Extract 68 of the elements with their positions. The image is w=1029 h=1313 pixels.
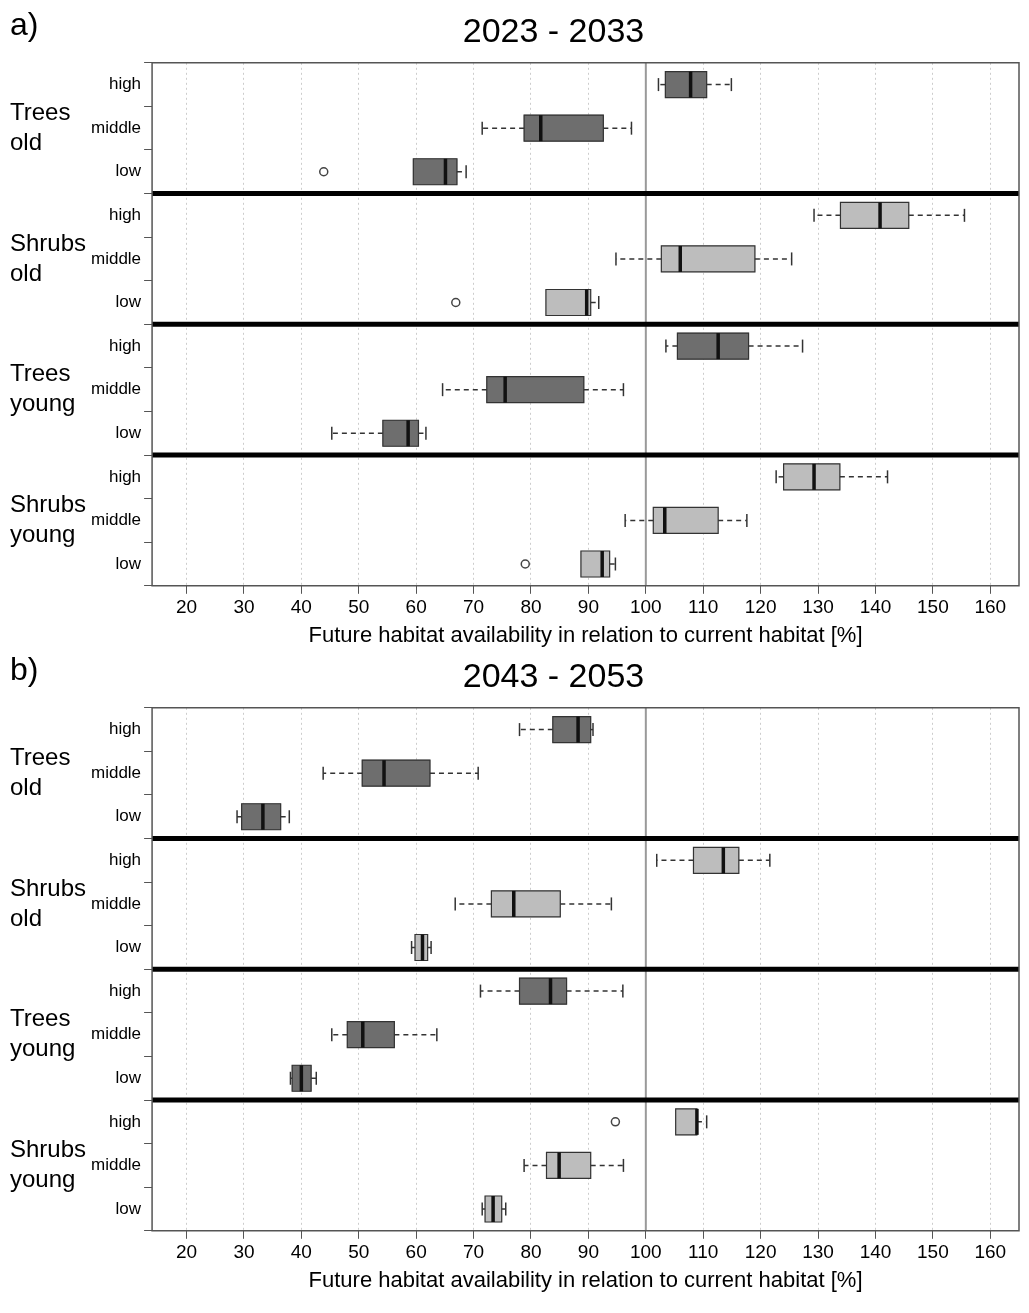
x-tick-label: 30 — [233, 596, 255, 618]
x-tick-label: 110 — [688, 596, 719, 618]
y-tick-label: low — [115, 292, 142, 312]
text: a) — [10, 5, 39, 42]
text: b) — [10, 650, 39, 687]
y-tick-label: high — [108, 335, 142, 355]
x-tick-label: 100 — [629, 1241, 662, 1263]
y-tick-label: middle — [90, 117, 142, 137]
text: Trees young — [10, 1004, 76, 1062]
text: Shrubs old — [10, 873, 87, 931]
y-tick-label: middle — [90, 893, 142, 913]
y-tick-label: low — [115, 553, 142, 573]
text: Shrubs young — [10, 1135, 87, 1193]
y-tick-label: high — [108, 205, 142, 225]
x-tick-label: 30 — [233, 1241, 255, 1263]
text: Trees old — [10, 742, 71, 800]
text: Shrubs young — [10, 490, 87, 548]
x-tick-label: 20 — [175, 1241, 198, 1263]
x-tick-label: 160 — [974, 1241, 1007, 1263]
y-tick-label: low — [115, 937, 142, 957]
x-tick-label: 50 — [348, 596, 370, 618]
y-tick-label: middle — [90, 1155, 142, 1175]
x-axis-title: Future habitat availability in relation to current habitat [%] — [308, 1266, 863, 1292]
chart-title: 2043 - 2053 — [462, 655, 645, 694]
x-tick-label: 130 — [802, 596, 834, 618]
x-tick-label: 150 — [917, 1241, 949, 1263]
text: Trees young — [10, 359, 76, 417]
x-tick-label: 70 — [463, 596, 485, 618]
y-tick-label: low — [115, 161, 142, 181]
x-tick-label: 40 — [290, 1241, 312, 1263]
y-tick-label: middle — [90, 762, 142, 782]
x-tick-label: 70 — [463, 1241, 485, 1263]
x-tick-label: 160 — [974, 596, 1007, 618]
x-tick-label: 90 — [577, 1241, 599, 1263]
x-tick-label: 120 — [744, 1241, 777, 1263]
y-tick-label: low — [115, 1198, 142, 1218]
x-tick-label: 140 — [859, 1241, 892, 1263]
x-tick-label: 50 — [348, 1241, 370, 1263]
y-tick-label: middle — [90, 248, 142, 268]
text: Trees old — [10, 97, 71, 155]
x-tick-label: 40 — [290, 596, 312, 618]
x-tick-label: 80 — [520, 596, 542, 618]
y-tick-label: high — [108, 850, 142, 870]
y-tick-label: middle — [90, 510, 142, 530]
x-tick-label: 150 — [917, 596, 949, 618]
y-tick-label: low — [115, 1067, 142, 1087]
x-tick-label: 140 — [859, 596, 892, 618]
y-tick-label: middle — [90, 379, 142, 399]
x-tick-label: 130 — [802, 1241, 834, 1263]
text: Shrubs old — [10, 228, 87, 286]
x-tick-label: 20 — [175, 596, 198, 618]
x-tick-label: 60 — [405, 596, 427, 618]
y-tick-label: low — [115, 806, 142, 826]
x-tick-label: 110 — [688, 1241, 719, 1263]
x-tick-label: 60 — [405, 1241, 427, 1263]
y-tick-label: low — [115, 422, 142, 442]
x-tick-label: 80 — [520, 1241, 542, 1263]
x-tick-label: 90 — [577, 596, 599, 618]
chart-title: 2023 - 2033 — [462, 10, 645, 49]
y-tick-label: high — [108, 1111, 142, 1131]
x-tick-label: 120 — [744, 596, 777, 618]
y-tick-label: high — [108, 466, 142, 486]
y-tick-label: middle — [90, 1024, 142, 1044]
y-tick-label: high — [108, 719, 142, 739]
y-tick-label: high — [108, 74, 142, 94]
x-axis-title: Future habitat availability in relation to current habitat [%] — [308, 621, 863, 647]
y-tick-label: high — [108, 980, 142, 1000]
x-tick-label: 100 — [629, 596, 662, 618]
